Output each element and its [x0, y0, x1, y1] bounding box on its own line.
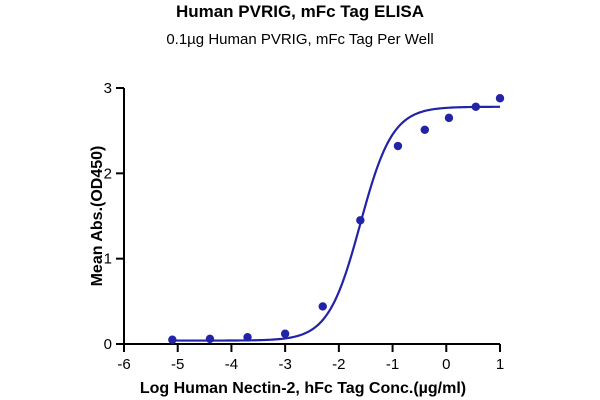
data-point: [393, 141, 403, 151]
data-point: [420, 125, 429, 135]
x-tick-label: -6: [117, 356, 130, 373]
data-point: [444, 113, 454, 123]
y-axis-label: Mean Abs.(OD450): [89, 146, 106, 287]
x-axis-label: Log Human Nectin-2, hFc Tag Conc.(µg/ml): [140, 380, 466, 397]
y-tick-label: 0: [104, 336, 112, 353]
x-tick-label: -3: [278, 356, 291, 373]
x-tick-label: -2: [332, 356, 345, 373]
chart-title: Human PVRIG, mFc Tag ELISA: [176, 2, 424, 21]
data-point: [318, 302, 327, 311]
x-tick-label: -1: [386, 356, 399, 373]
data-point: [495, 94, 505, 103]
data-point: [243, 332, 252, 342]
x-axis-ticks: -6 -5 -4 -3 -2 -1 0 1: [117, 344, 504, 373]
y-tick-label: 3: [104, 80, 112, 97]
chart-subtitle: 0.1µg Human PVRIG, mFc Tag Per Well: [166, 31, 433, 48]
fit-curve: [172, 105, 501, 342]
y-axis-ticks: 0 1 2 3: [104, 80, 124, 353]
x-tick-label: 1: [496, 356, 504, 373]
x-tick-label: 0: [442, 356, 450, 373]
x-tick-label: -4: [225, 356, 238, 373]
data-point: [356, 216, 365, 225]
x-tick-label: -5: [171, 356, 184, 373]
y-tick-label: 2: [104, 165, 112, 182]
data-point: [205, 334, 215, 344]
y-tick-label: 1: [104, 251, 112, 268]
data-point: [471, 102, 481, 111]
data-points: [168, 94, 505, 344]
data-point: [280, 329, 290, 338]
data-point: [168, 335, 177, 344]
